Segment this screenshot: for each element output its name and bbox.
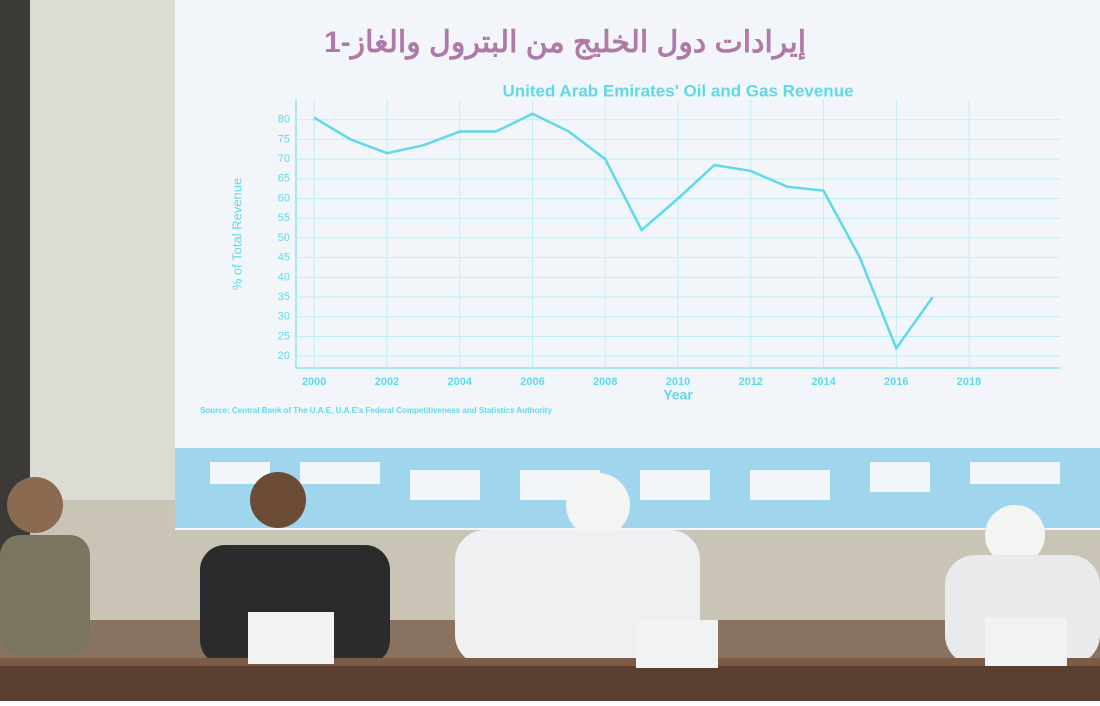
y-axis-label: % of Total Revenue: [229, 178, 244, 291]
x-axis-label: Year: [663, 387, 693, 403]
scene: 1-إيرادات دول الخليج من البترول والغاز U…: [0, 0, 1100, 701]
x-tick-label: 2018: [957, 376, 981, 388]
x-tick-label: 2016: [884, 376, 908, 388]
y-tick-label: 80: [278, 114, 290, 126]
chart-title: United Arab Emirates' Oil and Gas Revenu…: [502, 81, 853, 100]
y-tick-label: 70: [278, 153, 290, 165]
wall-panel: [30, 0, 175, 500]
x-tick-label: 2002: [375, 376, 399, 388]
y-tick-label: 25: [278, 330, 290, 342]
y-tick-label: 55: [278, 212, 290, 224]
x-tick-label: 2004: [447, 376, 472, 388]
x-tick-label: 2014: [811, 376, 836, 388]
y-tick-label: 45: [278, 252, 290, 264]
table-edge: [0, 658, 1100, 666]
y-tick-label: 35: [278, 291, 290, 303]
table: [0, 660, 1100, 701]
y-tick-label: 50: [278, 232, 290, 244]
source-note: Source: Central Bank of The U.A.E, U.A.E…: [200, 406, 552, 415]
slide-heading: 1-إيرادات دول الخليج من البترول والغاز: [324, 26, 806, 61]
y-tick-label: 30: [278, 311, 290, 323]
page: 1-إيرادات دول الخليج من البترول والغاز U…: [0, 0, 1100, 701]
y-tick-label: 75: [278, 133, 290, 145]
x-tick-label: 2008: [593, 376, 617, 388]
y-tick-label: 65: [278, 173, 290, 185]
y-tick-label: 40: [278, 271, 290, 283]
screen-footer: [175, 448, 1100, 528]
x-tick-label: 2012: [739, 376, 763, 388]
y-tick-label: 60: [278, 192, 290, 204]
x-tick-label: 2006: [520, 376, 544, 388]
y-tick-label: 20: [278, 350, 290, 362]
x-tick-label: 2000: [302, 376, 326, 388]
